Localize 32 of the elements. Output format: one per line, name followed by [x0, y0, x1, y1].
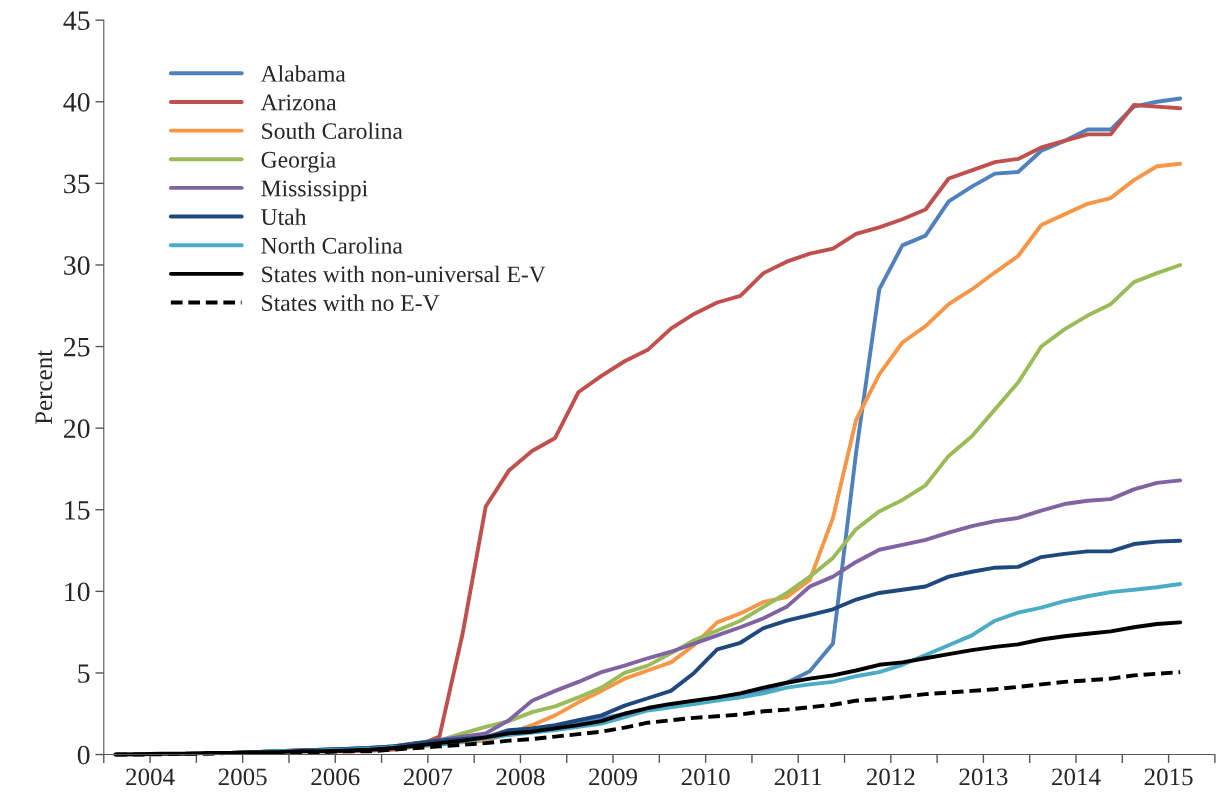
legend-label: Mississippi	[261, 180, 368, 202]
legend-label: North Carolina	[261, 237, 403, 254]
legend-label: Utah	[261, 208, 307, 226]
x-tick-label: 2008	[496, 768, 545, 786]
x-tick-label: 2014	[1052, 768, 1101, 786]
x-tick-label: 2012	[866, 768, 915, 786]
legend-label: Alabama	[260, 65, 346, 82]
y-tick-label: 35	[64, 174, 90, 194]
y-tick-label: 30	[64, 256, 90, 275]
x-tick-label: 2006	[311, 768, 360, 786]
x-tick-label: 2015	[1144, 768, 1193, 786]
x-tick-label: 2013	[959, 768, 1008, 786]
y-tick-label: 5	[78, 664, 90, 683]
legend-label: Georgia	[261, 151, 336, 173]
x-tick-label: 2011	[774, 768, 822, 786]
y-tick-label: 20	[64, 419, 90, 439]
y-tick-label: 0	[77, 745, 90, 765]
x-tick-label: 2004	[126, 768, 175, 786]
legend-label: States with non-universal E-V	[262, 265, 546, 283]
x-tick-label: 2005	[218, 768, 267, 786]
y-tick-label: 45	[63, 11, 90, 31]
y-tick-label: 10	[65, 582, 90, 602]
x-tick-label: 2010	[681, 768, 730, 786]
y-tick-label: 15	[65, 501, 90, 520]
legend-label: Arizona	[260, 94, 337, 111]
x-tick-label: 2009	[589, 768, 638, 786]
y-axis-title: Percent	[35, 350, 53, 425]
x-tick-label: 2007	[403, 768, 453, 786]
legend-label: States with no E-V	[262, 294, 440, 312]
y-tick-label: 25	[64, 337, 90, 357]
y-tick-label: 40	[63, 92, 90, 112]
legend-label: South Carolina	[262, 122, 403, 140]
